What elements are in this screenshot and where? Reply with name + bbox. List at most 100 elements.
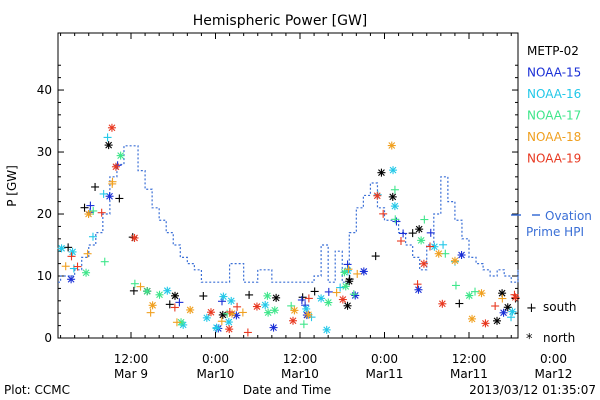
ovation-series — [58, 145, 519, 283]
point-stroke — [143, 287, 151, 295]
south-point — [217, 317, 226, 326]
south-point — [349, 290, 358, 299]
legend-entry: NOAA-19 — [527, 152, 581, 166]
north-point — [163, 286, 172, 295]
south-point — [408, 229, 417, 238]
point-stroke — [458, 251, 465, 259]
north-point — [389, 166, 398, 175]
point-stroke — [415, 225, 423, 233]
point-stroke — [305, 311, 312, 319]
point-stroke — [177, 318, 185, 326]
north-point — [322, 325, 331, 334]
north-point — [263, 291, 272, 300]
south-point — [391, 215, 400, 224]
south-point — [471, 287, 480, 296]
x-tick-date-label: Mar 9 — [114, 367, 148, 381]
south-point — [130, 279, 139, 288]
point-stroke — [271, 306, 279, 314]
x-tick-date-label: Mar11 — [366, 367, 404, 381]
y-tick-label: 30 — [37, 145, 52, 159]
south-point — [73, 262, 82, 271]
legend-entry: NOAA-17 — [527, 109, 581, 123]
point-stroke — [261, 301, 269, 309]
point-stroke — [341, 268, 348, 276]
south-point — [310, 287, 319, 296]
point-stroke — [389, 193, 397, 201]
plot-frame — [57, 32, 519, 339]
chart-title: Hemispheric Power [GW] — [193, 13, 368, 29]
point-stroke — [482, 319, 489, 327]
point-stroke — [156, 291, 163, 299]
south-point — [299, 320, 308, 329]
south-point — [64, 243, 73, 252]
south-point — [353, 269, 362, 278]
north-point — [289, 316, 298, 325]
north-point — [457, 251, 466, 260]
south-point — [297, 295, 306, 304]
point-stroke — [468, 315, 476, 323]
north-point — [434, 249, 443, 258]
south-point — [233, 302, 242, 311]
north-point — [390, 202, 399, 211]
north-point — [343, 301, 352, 310]
north-point — [417, 236, 426, 245]
point-stroke — [435, 250, 443, 258]
x-tick-date-label: Mar12 — [535, 367, 573, 381]
north-marker-label: north — [543, 331, 575, 345]
point-stroke — [498, 289, 506, 297]
south-point — [379, 209, 388, 218]
point-stroke — [270, 324, 277, 331]
south-point — [324, 287, 333, 296]
north-point — [345, 277, 354, 286]
south-point — [426, 242, 435, 251]
south-point — [115, 194, 124, 203]
point-stroke — [317, 295, 325, 302]
point-stroke — [219, 293, 227, 300]
y-tick-label: 40 — [37, 83, 52, 97]
ovation-legend: Ovation Prime HPI — [511, 209, 592, 239]
point-stroke — [360, 268, 368, 275]
point-stroke — [391, 202, 399, 210]
north-point — [225, 325, 234, 334]
north-point — [414, 285, 423, 294]
south-point — [399, 229, 408, 238]
point-stroke — [171, 292, 179, 300]
south-point — [86, 201, 95, 210]
south-point — [287, 301, 296, 310]
point-stroke — [225, 318, 233, 326]
point-stroke — [131, 234, 138, 242]
south-point — [344, 265, 353, 274]
south-point — [426, 228, 435, 237]
south-point — [99, 189, 108, 198]
point-stroke — [420, 260, 428, 268]
north-point — [341, 282, 350, 291]
legend-entry: NOAA-16 — [527, 87, 581, 101]
point-stroke — [203, 314, 211, 322]
x-tick-time-label: 12:00 — [283, 352, 318, 366]
point-stroke — [149, 301, 156, 309]
point-stroke — [253, 303, 261, 310]
south-point — [172, 318, 181, 327]
north-point — [269, 323, 278, 332]
north-point — [317, 294, 326, 303]
south-point — [413, 280, 422, 289]
point-stroke — [438, 300, 446, 308]
south-point — [69, 264, 78, 273]
north-point — [468, 314, 477, 323]
north-point — [206, 308, 215, 317]
north-point — [481, 319, 490, 328]
south-point — [420, 215, 429, 224]
point-stroke — [264, 292, 271, 300]
data-points — [57, 123, 520, 337]
point-stroke — [227, 297, 235, 305]
south-marker-label: south — [543, 300, 577, 314]
south-point — [243, 328, 252, 337]
north-point — [272, 293, 281, 302]
y-axis: 0 10 20 30 40 — [37, 64, 518, 345]
point-stroke — [58, 244, 65, 252]
point-stroke — [117, 152, 125, 159]
legend-entry: NOAA-18 — [527, 130, 581, 144]
south-point — [336, 283, 345, 292]
south-point — [392, 217, 401, 226]
